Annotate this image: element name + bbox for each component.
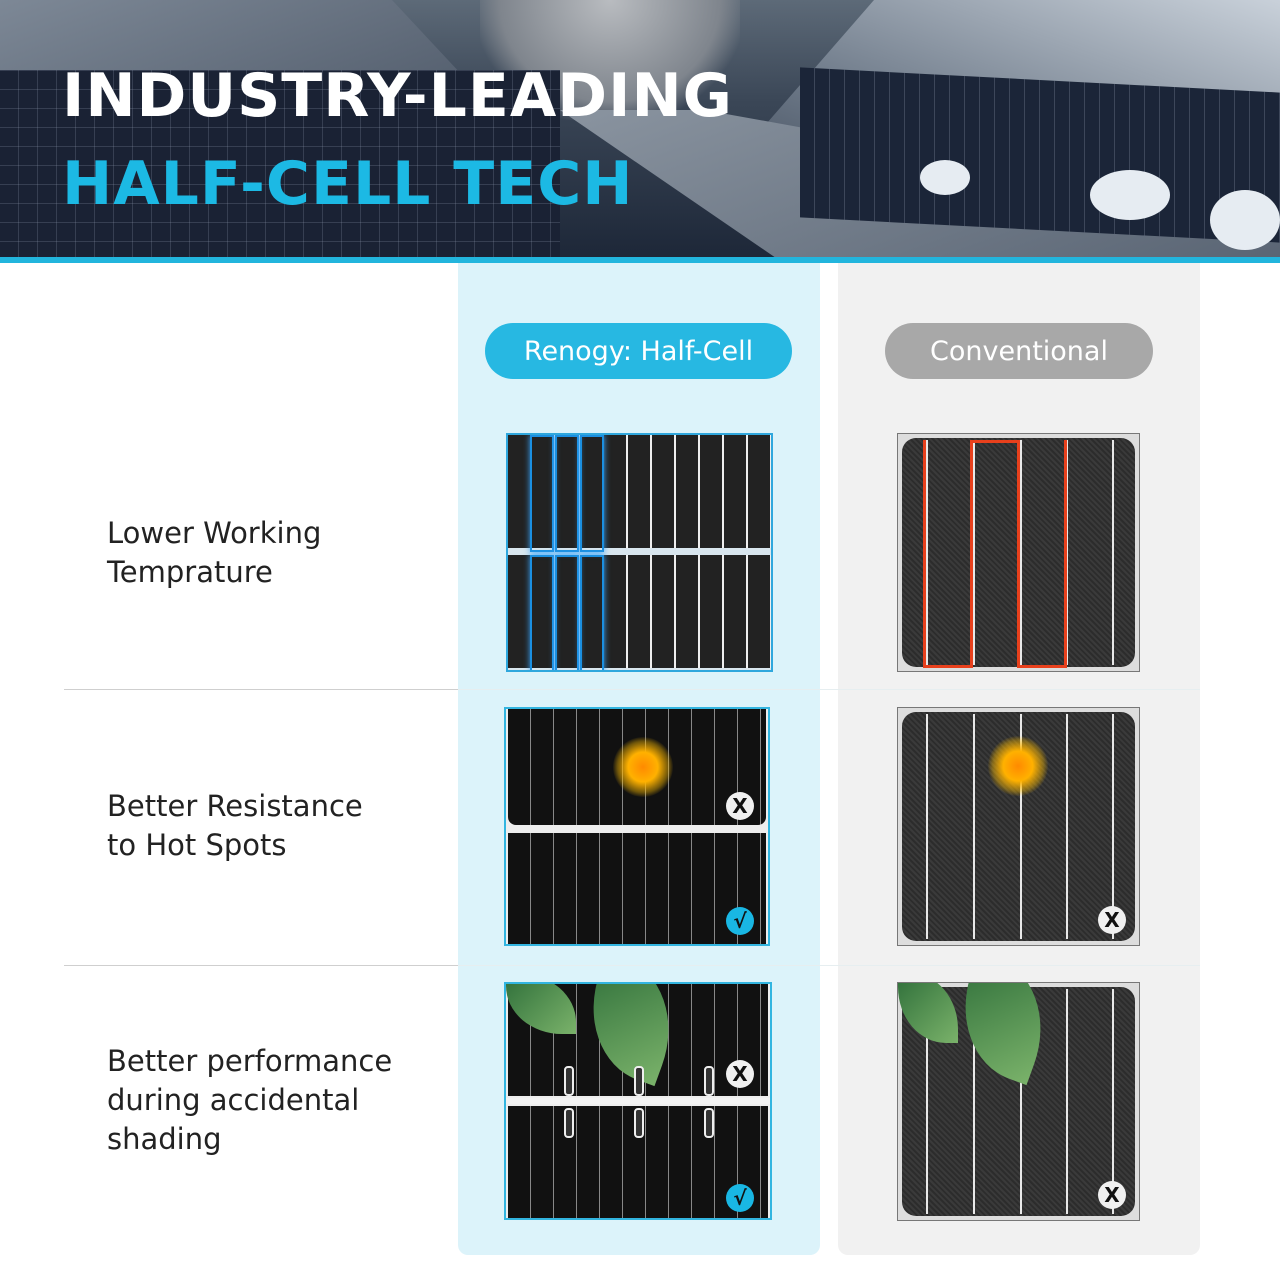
conventional-badge: Conventional	[885, 323, 1153, 379]
row-label-shading: Better performance during accidental sha…	[107, 1042, 392, 1159]
conventional-shading-image: X	[897, 982, 1140, 1221]
hot-spot	[613, 737, 673, 797]
label-line: to Hot Spots	[107, 828, 287, 862]
label-line: Temprature	[107, 555, 273, 589]
row-label-hot-spots: Better Resistance to Hot Spots	[107, 787, 363, 865]
x-circle-icon: X	[1098, 906, 1126, 934]
half-cell-shading-image: X √	[504, 982, 772, 1220]
check-circle-icon: √	[726, 907, 754, 935]
label-line: Better performance	[107, 1044, 393, 1078]
conventional-hot-spot-image: X	[897, 707, 1140, 946]
row-divider	[64, 965, 458, 966]
row-divider	[458, 689, 1200, 690]
x-circle-icon: X	[726, 792, 754, 820]
row-divider	[64, 689, 458, 690]
row-divider	[458, 965, 1200, 966]
accent-divider	[0, 257, 1280, 263]
conventional-temperature-image	[897, 433, 1140, 672]
x-circle-icon: X	[1098, 1181, 1126, 1209]
x-circle-icon: X	[726, 1060, 754, 1088]
hot-spot	[988, 736, 1048, 796]
title-line-1: INDUSTRY-LEADING	[62, 61, 733, 131]
label-line: Lower Working	[107, 516, 322, 550]
title-line-2: HALF-CELL TECH	[62, 149, 634, 219]
label-line: Better Resistance	[107, 789, 363, 823]
label-line: during accidental	[107, 1083, 360, 1117]
hero-banner-image	[0, 0, 1280, 258]
label-line: shading	[107, 1122, 222, 1156]
row-label-temperature: Lower Working Temprature	[107, 514, 321, 592]
half-cell-hot-spot-image: X √	[504, 707, 770, 946]
half-cell-temperature-image	[506, 433, 773, 672]
check-circle-icon: √	[726, 1184, 754, 1212]
renogy-half-cell-badge: Renogy: Half-Cell	[485, 323, 792, 379]
